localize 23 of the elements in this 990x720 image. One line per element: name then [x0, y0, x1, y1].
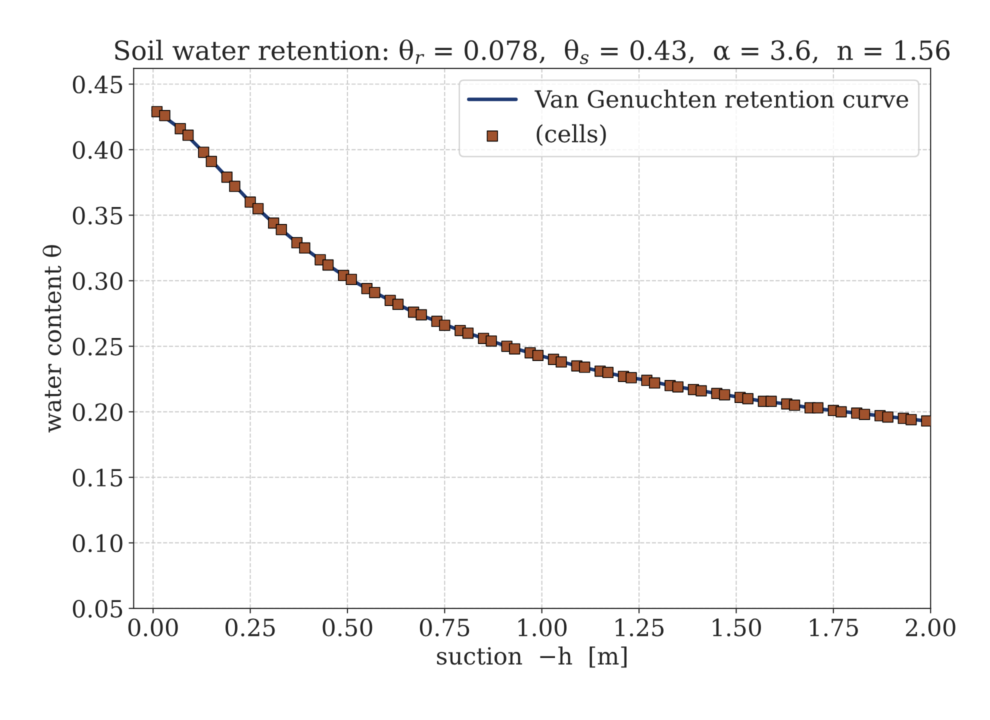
y-tick-label: 0.40	[72, 141, 122, 159]
x-tick-label: 1.25	[616, 618, 664, 636]
y-tick-label: 0.35	[72, 206, 122, 224]
x-tick-label: 1.75	[810, 618, 858, 636]
x-tick-label: 2.00	[906, 618, 956, 636]
legend-label: Van Genuchten retention curve	[534, 90, 908, 108]
x-tick-label: 0.00	[128, 618, 178, 636]
x-tick-label: 0.25	[226, 618, 275, 636]
legend-label: (cells)	[536, 124, 606, 146]
x-tick-label: 0.50	[322, 618, 372, 636]
y-tick-label: 0.25	[72, 338, 122, 356]
y-tick-label: 0.45	[72, 76, 122, 94]
y-axis-title: water content θ	[42, 245, 62, 433]
y-tick-label: 0.15	[72, 468, 122, 487]
y-tick-label: 0.30	[72, 272, 122, 290]
y-tick-label: 0.05	[72, 600, 122, 618]
x-tick-label: 0.75	[420, 618, 470, 636]
chart-title: Soil water retention: θ$_{r}$ = 0.078, θ$_{s}$ = 0.43, α = 3.6, n = 1.56	[115, 39, 950, 64]
x-tick-label: 1.00	[518, 618, 567, 636]
y-tick-label: 0.10	[72, 534, 122, 552]
x-tick-label: 1.50	[712, 618, 761, 636]
x-axis-title: suction −h [m]	[437, 646, 627, 668]
y-tick-label: 0.20	[72, 403, 122, 422]
